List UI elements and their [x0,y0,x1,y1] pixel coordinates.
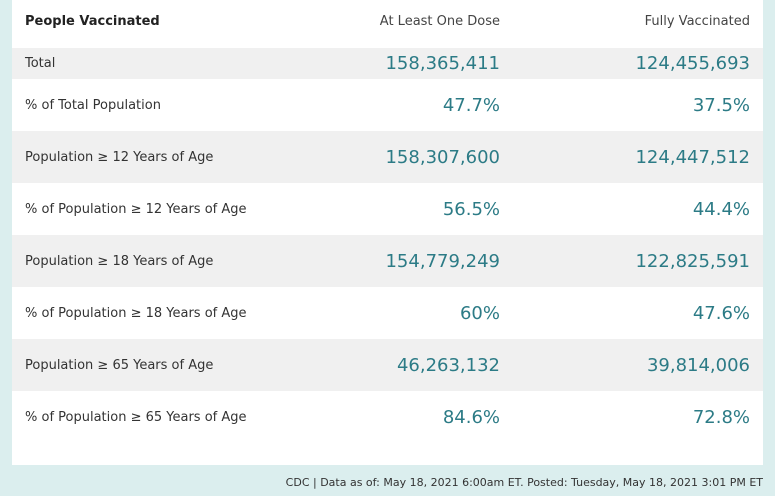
row-label: % of Population ≥ 18 Years of Age [25,305,247,321]
cell-value: 84.6% [442,406,500,428]
cell-value: 60% [459,302,500,324]
footer-note: CDC | Data as of: May 18, 2021 6:00am ET… [285,476,763,489]
cell-value: 37.5% [692,94,750,116]
cell-value: 47.6% [692,302,750,324]
cell-value: 46,263,132 [396,354,500,376]
table-row: Population ≥ 12 Years of Age 158,307,600 1… [12,131,763,183]
cell-value: 44.4% [692,198,750,220]
cell-value: 158,365,411 [385,53,500,74]
cell-value: 122,825,591 [635,250,750,272]
table-row: Total 158,365,411 124,455,693 [12,48,763,79]
table-row: % of Population ≥ 65 Years of Age 84.6% 72… [12,391,763,443]
cell-value: 72.8% [692,406,750,428]
cell-value: 124,447,512 [635,146,750,168]
row-label: Population ≥ 18 Years of Age [25,253,214,269]
cell-value: 47.7% [442,94,500,116]
row-label: % of Total Population [25,97,161,113]
cell-value: 154,779,249 [385,250,500,272]
cell-value: 39,814,006 [646,354,750,376]
table-row: Population ≥ 65 Years of Age 46,263,132 39… [12,339,763,391]
cell-value: At Least One Dose [379,13,500,29]
cell-value: 158,307,600 [385,146,500,168]
row-label: % of Population ≥ 65 Years of Age [25,409,247,425]
table-row: % of Population ≥ 18 Years of Age 60% 47.6… [12,287,763,339]
table-row: Population ≥ 18 Years of Age 154,779,249 1… [12,235,763,287]
cell-value: 124,455,693 [635,53,750,74]
table-row: % of Population ≥ 12 Years of Age 56.5% 44… [12,183,763,235]
header-row: People Vaccinated At Least One Dose Fully … [12,0,763,42]
row-label: Total [25,56,56,71]
row-label: % of Population ≥ 12 Years of Age [25,201,247,217]
table-row: % of Total Population 47.7% 37.5% [12,79,763,131]
row-label: Population ≥ 12 Years of Age [25,149,214,165]
cell-value: 56.5% [442,198,500,220]
row-label: People Vaccinated [25,13,160,29]
row-label: Population ≥ 65 Years of Age [25,357,214,373]
vaccination-table: People Vaccinated At Least One Dose Fully … [12,0,763,465]
cell-value: Fully Vaccinated [644,13,750,29]
